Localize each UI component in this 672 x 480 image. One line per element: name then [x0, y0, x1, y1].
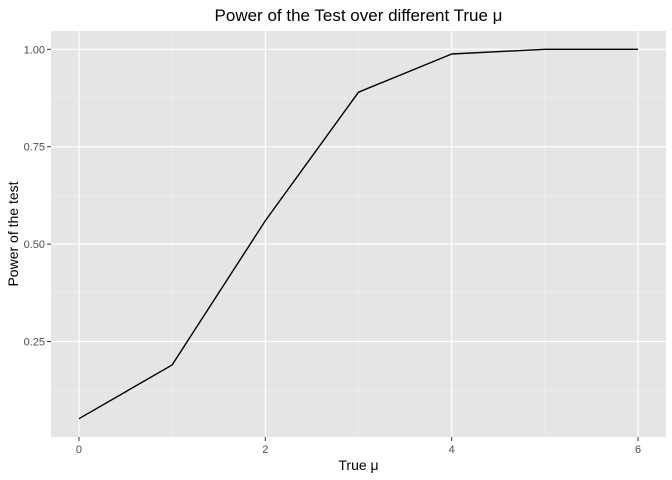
major-gridlines [51, 31, 666, 437]
y-tick-label: 0.25 [24, 337, 45, 349]
y-tick-label: 0.50 [24, 239, 45, 251]
x-tick-label: 0 [76, 444, 82, 456]
x-axis: 0 2 4 6 [76, 437, 641, 456]
y-axis-title: Power of the test [5, 181, 21, 286]
x-tick-label: 6 [635, 444, 641, 456]
chart-title: Power of the Test over different True μ [215, 6, 503, 25]
y-tick-label: 1.00 [24, 44, 45, 56]
x-tick-label: 4 [449, 444, 455, 456]
y-axis: 0.25 0.50 0.75 1.00 [24, 44, 51, 349]
series-line [78, 48, 639, 420]
y-tick-label: 0.75 [24, 142, 45, 154]
minor-gridlines [51, 31, 666, 437]
x-axis-title: True μ [338, 457, 378, 473]
series-layer [78, 48, 639, 420]
x-tick-label: 2 [262, 444, 268, 456]
